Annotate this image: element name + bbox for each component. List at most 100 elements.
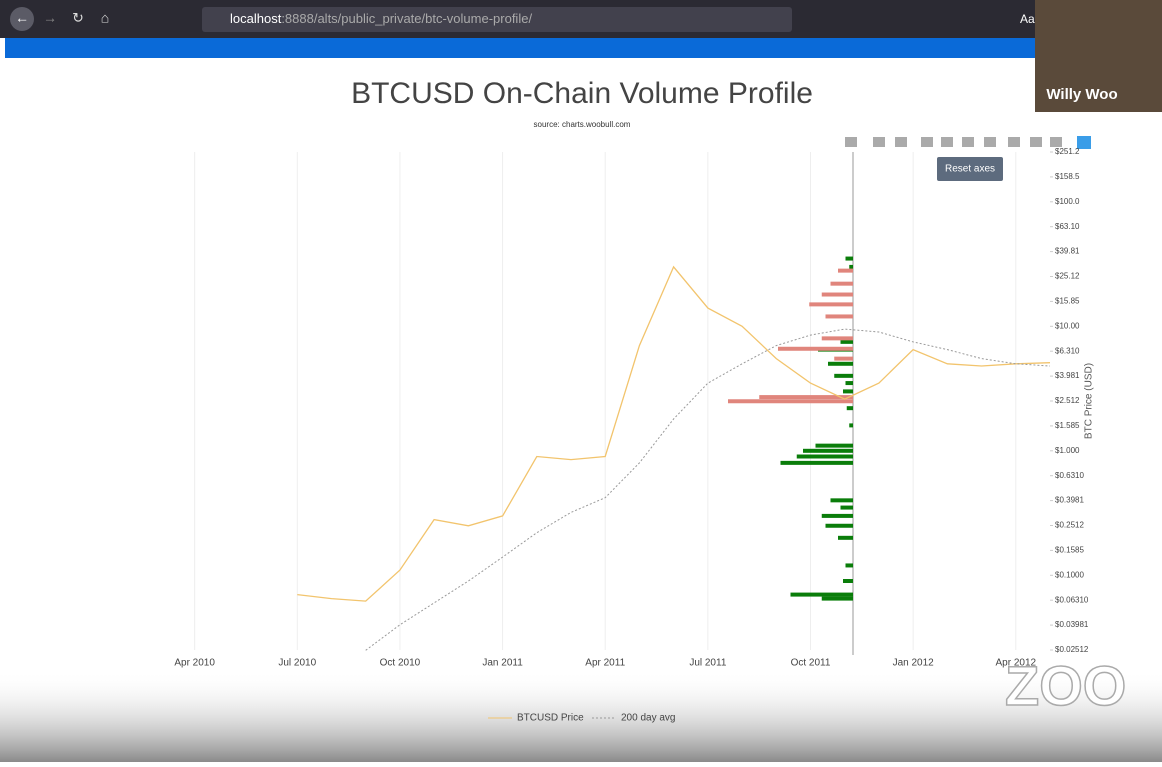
volume-bar — [815, 443, 853, 448]
tooltip: Reset axes — [945, 164, 995, 175]
video-name: Willy Woo — [1046, 86, 1117, 103]
x-tick-label: Apr 2010 — [174, 658, 215, 669]
url-bar[interactable] — [202, 7, 792, 32]
x-tick-label: Jan 2011 — [482, 658, 523, 669]
y-tick-label: $63.10 — [1055, 222, 1080, 231]
volume-bar — [834, 373, 853, 378]
url: localhost:8888/alts/public_private/btc-v… — [230, 11, 532, 26]
legend-label: 200 day avg — [621, 713, 676, 724]
y-tick-label: $251.2 — [1055, 147, 1080, 156]
y-tick-label: $100.0 — [1055, 197, 1080, 206]
y-tick-label: $0.06310 — [1055, 595, 1089, 604]
volume-bar — [830, 281, 853, 286]
modebar-button[interactable] — [984, 137, 996, 147]
volume-bar — [830, 498, 853, 503]
y-tick-label: $3.981 — [1055, 371, 1080, 380]
y-tick-label: $158.5 — [1055, 172, 1080, 181]
volume-bar — [759, 395, 853, 400]
volume-bar — [778, 346, 853, 351]
legend: BTCUSD Price 200 day avg — [488, 713, 676, 724]
volume-bar — [796, 454, 853, 459]
y-tick-label: $1.585 — [1055, 421, 1080, 430]
back-icon: ← — [15, 10, 29, 26]
chart-title: BTCUSD On-Chain Volume Profile — [351, 77, 813, 110]
y-tick-label: $39.81 — [1055, 247, 1080, 256]
y-tick-label: $0.3981 — [1055, 496, 1084, 505]
volume-bar — [845, 381, 853, 386]
modebar-button[interactable] — [941, 137, 953, 147]
y-tick-label: $1.000 — [1055, 446, 1080, 455]
home-button[interactable]: ⌂ — [101, 10, 109, 26]
volume-bar — [849, 264, 853, 269]
volume-bar — [838, 535, 853, 540]
modebar-button[interactable] — [1077, 136, 1091, 149]
volume-bar — [843, 578, 853, 583]
volume-bar — [828, 361, 853, 366]
volume-bar — [803, 448, 853, 453]
series-line — [365, 328, 1051, 651]
volume-bar — [821, 513, 853, 518]
y-tick-label: $0.1000 — [1055, 570, 1084, 579]
back-button[interactable] — [10, 7, 34, 31]
x-tick-label: Oct 2011 — [791, 658, 831, 669]
y-tick-label: $0.1585 — [1055, 546, 1084, 555]
volume-bar — [849, 423, 853, 428]
volume-bar — [846, 406, 853, 411]
x-tick-label: Oct 2010 — [380, 658, 421, 669]
volume-bar — [821, 336, 853, 341]
x-tick-label: Jul 2010 — [278, 658, 316, 669]
modebar — [845, 136, 1091, 149]
volume-bar — [728, 399, 853, 404]
y-tick-label: $0.6310 — [1055, 471, 1084, 480]
chart-subtitle: source: charts.woobull.com — [534, 120, 631, 129]
volume-bar — [834, 356, 853, 361]
y-axis-label: BTC Price (USD) — [1084, 363, 1095, 439]
reload-button[interactable]: ↻ — [72, 10, 84, 26]
toolbar-text: Aa — [1020, 12, 1035, 26]
tooltip-box — [937, 157, 1003, 181]
modebar-button[interactable] — [873, 137, 885, 147]
modebar-button[interactable] — [921, 137, 933, 147]
modebar-button[interactable] — [1030, 137, 1042, 147]
volume-bar — [838, 268, 853, 273]
x-tick-label: Apr 2011 — [585, 658, 625, 669]
forward-button[interactable]: → — [43, 10, 57, 26]
volume-bar — [809, 302, 853, 307]
legend-label: BTCUSD Price — [517, 713, 584, 724]
video-tile — [1035, 0, 1162, 112]
modebar-button[interactable] — [895, 137, 907, 147]
y-tick-label: $0.03981 — [1055, 620, 1089, 629]
volume-bar — [821, 292, 853, 297]
series-line — [297, 265, 1051, 602]
y-tick-label: $25.12 — [1055, 272, 1080, 281]
volume-bar — [790, 592, 853, 597]
volume-bar — [845, 563, 853, 568]
x-tick-label: Apr 2012 — [995, 658, 1036, 669]
volume-bar — [821, 596, 853, 601]
volume-bar — [843, 389, 853, 394]
modebar-button[interactable] — [1008, 137, 1020, 147]
watermark: ZOO — [1005, 654, 1126, 717]
plot: Apr 2010 Jul 2010 Oct 2010 Jan 2011 Apr 2011… — [174, 147, 1094, 669]
volume-bar — [825, 314, 853, 319]
y-tick-label: $0.2512 — [1055, 521, 1084, 530]
volume-bar — [840, 339, 853, 344]
volume-bar — [780, 460, 853, 465]
volume-bar — [825, 523, 853, 528]
y-tick-label: $0.02512 — [1055, 645, 1089, 654]
modebar-button[interactable] — [1050, 137, 1062, 147]
modebar-button[interactable] — [962, 137, 974, 147]
x-tick-label: Jan 2012 — [893, 658, 935, 669]
zoom-fade — [0, 670, 1162, 762]
url-path: :8888/alts/public_private/btc-volume-pro… — [281, 11, 532, 26]
y-tick-label: $2.512 — [1055, 396, 1080, 405]
y-tick-label: $15.85 — [1055, 297, 1080, 306]
volume-bar — [845, 256, 853, 261]
modebar-button[interactable] — [845, 137, 857, 147]
volume-bar — [840, 505, 853, 510]
y-tick-label: $10.00 — [1055, 321, 1080, 330]
y-tick-label: $6.310 — [1055, 346, 1080, 355]
x-tick-label: Jul 2011 — [689, 658, 727, 669]
